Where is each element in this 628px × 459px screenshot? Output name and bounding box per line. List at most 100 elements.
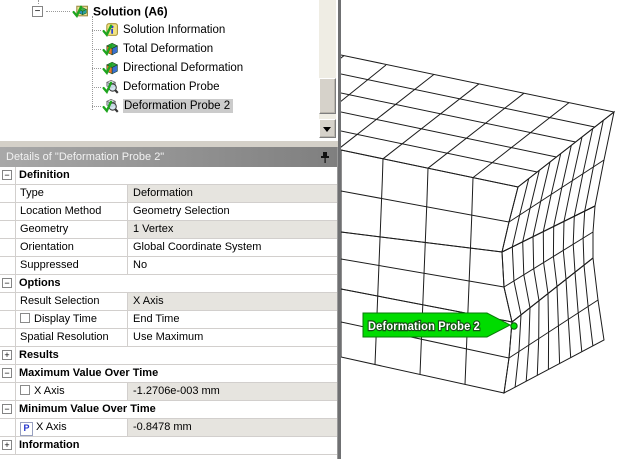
tree-item-label: Deformation Probe 2 bbox=[123, 99, 234, 113]
property-value[interactable]: End Time bbox=[133, 313, 180, 325]
tree-connector bbox=[92, 106, 101, 107]
tree-item-directional-deformation[interactable]: Directional Deformation bbox=[0, 59, 338, 78]
collapse-box[interactable]: − bbox=[2, 278, 12, 288]
checkbox[interactable] bbox=[20, 385, 30, 395]
tree-item-solution-a6[interactable]: − Solution (A6) bbox=[0, 0, 338, 21]
property-label: Geometry bbox=[16, 221, 128, 238]
tree-scrollbar[interactable] bbox=[319, 0, 336, 138]
property-label: Spatial Resolution bbox=[16, 329, 128, 346]
row-gutter bbox=[0, 203, 16, 220]
section-gutter: − bbox=[0, 365, 16, 382]
details-panel-header: Details of "Deformation Probe 2" bbox=[0, 147, 337, 168]
row-gutter bbox=[0, 239, 16, 256]
collapse-box[interactable]: − bbox=[2, 368, 12, 378]
tree-item-deformation-probe-2[interactable]: Deformation Probe 2 bbox=[0, 97, 338, 116]
tree-item-total-deformation[interactable]: Total Deformation bbox=[0, 40, 338, 59]
solution-icon bbox=[70, 2, 90, 19]
section-header-results: + Results bbox=[0, 347, 337, 365]
pin-icon[interactable] bbox=[319, 151, 331, 164]
details-table: − Definition Type Deformation Location Metho… bbox=[0, 167, 337, 459]
tree-item-label: Total Deformation bbox=[123, 43, 214, 55]
property-value[interactable]: X Axis bbox=[128, 293, 337, 310]
row-gutter bbox=[0, 311, 16, 328]
section-header-minimum-value-over-time: − Minimum Value Over Time bbox=[0, 401, 337, 419]
property-value[interactable]: Use Maximum bbox=[133, 331, 204, 343]
property-row-type: Type Deformation bbox=[0, 185, 337, 203]
row-gutter bbox=[0, 221, 16, 238]
property-row-spatial-resolution: Spatial Resolution Use Maximum bbox=[0, 329, 337, 347]
result-icon bbox=[100, 59, 120, 76]
tree-connector bbox=[92, 30, 101, 31]
property-row-orientation: Orientation Global Coordinate System bbox=[0, 239, 337, 257]
scrollbar-thumb[interactable] bbox=[319, 78, 336, 114]
property-row-suppressed: Suppressed No bbox=[0, 257, 337, 275]
section-gutter: − bbox=[0, 275, 16, 292]
expand-collapse-toggle[interactable]: − bbox=[32, 6, 43, 18]
mesh-front-face[interactable] bbox=[341, 149, 519, 394]
property-label: Display Time bbox=[16, 311, 128, 328]
tree-connector bbox=[92, 16, 94, 110]
section-header-maximum-value-over-time: − Maximum Value Over Time bbox=[0, 365, 337, 383]
section-gutter: − bbox=[0, 401, 16, 418]
property-label: Orientation bbox=[16, 239, 128, 256]
outline-tree-panel: − Solution (A6) Solution Information Total … bbox=[0, 0, 338, 141]
section-gutter: − bbox=[0, 167, 16, 184]
property-value[interactable]: Geometry Selection bbox=[133, 205, 230, 217]
details-title: Details of "Deformation Probe 2" bbox=[6, 151, 165, 163]
down-arrow-icon bbox=[323, 127, 331, 136]
property-row-display-time: Display Time End Time bbox=[0, 311, 337, 329]
section-header-options: − Options bbox=[0, 275, 337, 293]
collapse-box[interactable]: − bbox=[2, 170, 12, 180]
tree-item-deformation-probe[interactable]: Deformation Probe bbox=[0, 78, 338, 97]
probe-icon bbox=[100, 97, 120, 114]
tree-connector bbox=[38, 0, 40, 4]
property-value[interactable]: -1.2706e-003 mm bbox=[128, 383, 337, 400]
row-gutter bbox=[0, 293, 16, 310]
scrollbar-down-button[interactable] bbox=[319, 119, 336, 138]
row-gutter bbox=[0, 419, 16, 436]
section-gutter: + bbox=[0, 347, 16, 364]
section-header-definition: − Definition bbox=[0, 167, 337, 185]
3d-viewport[interactable]: Deformation Probe 2 bbox=[338, 0, 628, 459]
section-title: Results bbox=[19, 349, 59, 361]
section-header-information: + Information bbox=[0, 437, 337, 455]
property-label: Suppressed bbox=[16, 257, 128, 274]
property-row-x-axis: X Axis -1.2706e-003 mm bbox=[0, 383, 337, 401]
row-gutter bbox=[0, 383, 16, 400]
details-panel: Details of "Deformation Probe 2" − Defini… bbox=[0, 147, 338, 459]
row-gutter bbox=[0, 329, 16, 346]
section-gutter: + bbox=[0, 437, 16, 454]
property-value[interactable]: -0.8478 mm bbox=[128, 419, 337, 436]
property-value[interactable]: No bbox=[133, 259, 148, 271]
property-label: Result Selection bbox=[16, 293, 128, 310]
mesh-side-face[interactable] bbox=[501, 110, 615, 394]
property-value[interactable]: Global Coordinate System bbox=[133, 241, 262, 253]
probe-icon bbox=[100, 78, 120, 95]
tree-connector bbox=[92, 68, 101, 69]
property-value[interactable]: 1 Vertex bbox=[128, 221, 337, 238]
parameter-badge[interactable]: P bbox=[20, 422, 33, 436]
probe-annotation[interactable]: Deformation Probe 2 bbox=[362, 312, 518, 338]
checkbox[interactable] bbox=[20, 313, 30, 323]
property-value[interactable]: Deformation bbox=[128, 185, 337, 202]
tree-item-label: Deformation Probe bbox=[123, 81, 220, 93]
property-label: X Axis bbox=[16, 383, 128, 400]
tree-connector bbox=[92, 49, 101, 50]
property-label: Location Method bbox=[16, 203, 128, 220]
result-icon bbox=[100, 40, 120, 57]
expand-box[interactable]: + bbox=[2, 350, 12, 360]
tree-connector bbox=[46, 10, 70, 13]
tree-item-solution-information[interactable]: Solution Information bbox=[0, 21, 338, 40]
tree-item-label: Directional Deformation bbox=[123, 62, 244, 74]
row-gutter bbox=[0, 257, 16, 274]
section-title: Information bbox=[19, 439, 80, 451]
collapse-box[interactable]: − bbox=[2, 404, 12, 414]
property-row-result-selection: Result Selection X Axis bbox=[0, 293, 337, 311]
section-title: Minimum Value Over Time bbox=[19, 403, 156, 415]
section-title: Maximum Value Over Time bbox=[19, 367, 159, 379]
mesh-top-face[interactable] bbox=[341, 50, 616, 188]
section-title: Definition bbox=[19, 169, 70, 181]
expand-box[interactable]: + bbox=[2, 440, 12, 450]
